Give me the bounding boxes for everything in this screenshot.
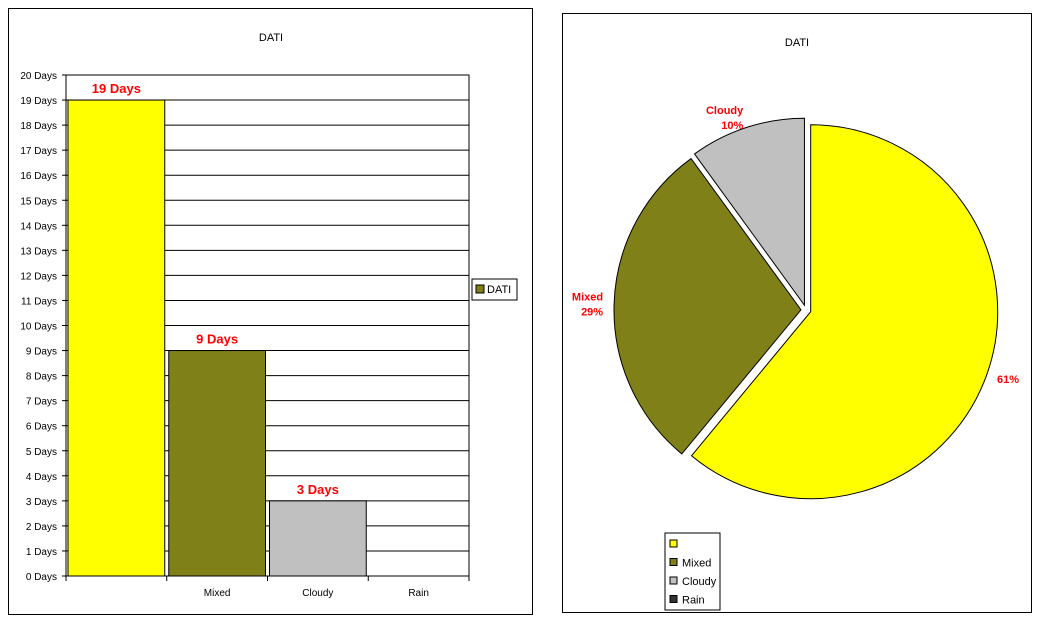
pie-slice bbox=[613, 157, 802, 455]
bar-chart-title: DATI bbox=[259, 32, 283, 44]
legend-entry: Mixed bbox=[682, 558, 711, 570]
pie-data-label: Mixed 29% bbox=[572, 292, 603, 319]
legend-swatch bbox=[669, 558, 678, 566]
y-tick-label: 14 Days bbox=[20, 221, 57, 232]
y-tick-label: 18 Days bbox=[20, 121, 57, 132]
legend-entry: Rain bbox=[682, 595, 705, 607]
bar bbox=[67, 99, 166, 577]
legend-entry: Cloudy bbox=[682, 576, 717, 588]
y-tick-label: 11 Days bbox=[21, 296, 57, 307]
bar-chart-panel: DATI 0 Days 1 Days 2 Days 3 Days 4 Days 5 Day… bbox=[8, 8, 533, 615]
y-tick-label: 1 Days bbox=[26, 547, 57, 558]
legend-swatch bbox=[669, 595, 678, 603]
y-tick-label: 15 Days bbox=[20, 196, 57, 207]
pie-slice bbox=[693, 117, 805, 307]
legend-entry-dati: DATI bbox=[487, 284, 511, 296]
x-tick-label: Mixed bbox=[204, 588, 231, 599]
y-tick-label: 6 Days bbox=[26, 422, 57, 433]
pie-data-label: 61% bbox=[997, 374, 1019, 386]
x-tick-label: Rain bbox=[408, 588, 429, 599]
bar-legend: DATI bbox=[471, 278, 518, 301]
bar-chart: DATI 0 Days 1 Days 2 Days 3 Days 4 Days 5 Day… bbox=[20, 32, 518, 599]
plot-area-border bbox=[65, 74, 470, 577]
y-tick-label: 16 Days bbox=[20, 171, 57, 182]
pie-legend: Mixed Cloudy Rain bbox=[664, 532, 721, 611]
legend-swatch bbox=[669, 576, 678, 585]
y-tick-label: 5 Days bbox=[26, 447, 57, 458]
bar-data-label: 3 Days bbox=[297, 482, 339, 497]
pie-chart-title: DATI bbox=[785, 37, 809, 49]
pie-chart-panel: DATI 61% Mixed 29% Cloudy 10% Mixed Cloudy Rai… bbox=[562, 13, 1032, 613]
legend-swatch bbox=[669, 539, 678, 548]
y-tick-label: 17 Days bbox=[20, 146, 57, 157]
y-tick-label: 0 Days bbox=[26, 572, 57, 583]
legend-swatch bbox=[475, 284, 485, 294]
y-tick-label: 20 Days bbox=[20, 71, 57, 82]
y-tick-label: 9 Days bbox=[26, 347, 57, 358]
bar-data-label: 9 Days bbox=[196, 332, 238, 347]
y-tick-label: 13 Days bbox=[20, 246, 57, 257]
x-tick-label: Cloudy bbox=[302, 588, 333, 599]
y-tick-label: 2 Days bbox=[26, 522, 57, 533]
y-tick-label: 10 Days bbox=[20, 322, 57, 333]
pie-data-label: Cloudy 10% bbox=[706, 105, 744, 132]
y-tick-label: 3 Days bbox=[26, 497, 57, 508]
bar bbox=[168, 350, 266, 577]
legend-box bbox=[471, 278, 518, 301]
pie-chart: DATI 61% Mixed 29% Cloudy 10% Mixed Cloudy Rai… bbox=[572, 37, 1019, 611]
bar bbox=[269, 500, 367, 577]
y-tick-label: 8 Days bbox=[26, 372, 57, 383]
y-tick-label: 19 Days bbox=[20, 96, 57, 107]
pie-slice bbox=[690, 124, 999, 500]
y-tick-label: 4 Days bbox=[26, 472, 57, 483]
y-tick-label: 7 Days bbox=[26, 397, 57, 408]
bar-data-label: 19 Days bbox=[92, 81, 141, 96]
y-tick-label: 12 Days bbox=[20, 271, 57, 282]
